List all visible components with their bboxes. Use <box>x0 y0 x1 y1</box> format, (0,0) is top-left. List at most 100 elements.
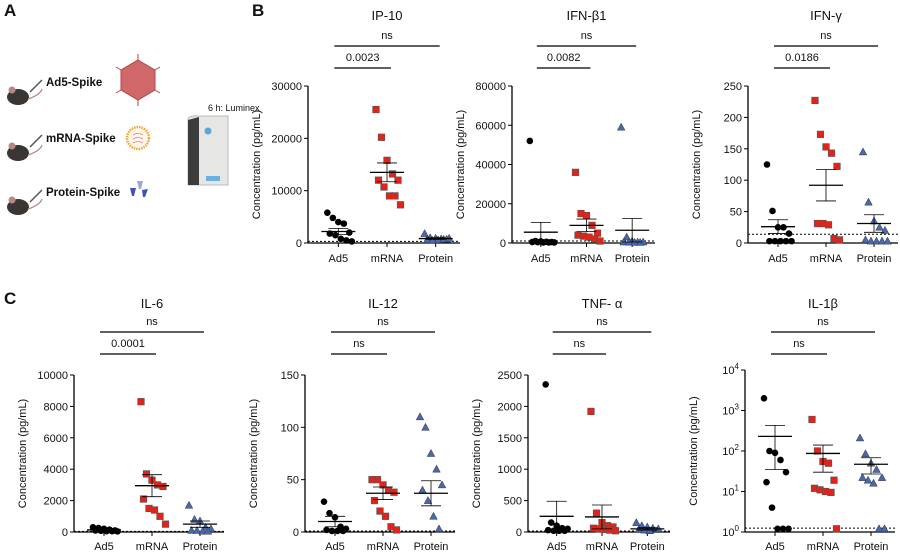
data-point-protein <box>861 235 870 244</box>
x-tick-label: Protein <box>615 253 650 265</box>
syringe-icon <box>29 79 43 93</box>
y-tick-label: 8000 <box>44 401 68 413</box>
data-point-ad5 <box>547 519 555 526</box>
data-point-mrna <box>396 201 405 209</box>
y-tick-label: 40000 <box>475 160 506 172</box>
y-tick-label: 100 <box>724 175 742 187</box>
data-point-mrna <box>808 415 816 424</box>
lipid-nanoparticle-icon <box>125 125 151 151</box>
data-point-protein <box>203 526 213 535</box>
y-tick-label: 102 <box>722 443 739 458</box>
syringe-icon <box>29 189 43 203</box>
chart-il-12: IL-12 0 50 100 150 Concentration (pg/mL) Ad5 mR… <box>248 296 455 553</box>
chart-ifn-1: IFN-β1 0 20000 40000 60000 80000 Concentration… <box>455 8 655 265</box>
y-tick-label: 2000 <box>44 496 68 508</box>
data-point-mrna <box>571 168 580 176</box>
x-tick-label: mRNA <box>570 253 603 265</box>
data-point-ad5 <box>779 525 787 533</box>
data-point-ad5 <box>320 498 328 505</box>
chart-title: IP-10 <box>371 8 402 23</box>
chart-title: TNF- α <box>582 296 623 311</box>
y-tick-label: 103 <box>722 403 739 418</box>
data-point-ad5 <box>782 237 790 245</box>
x-tick-label: Protein <box>630 541 665 553</box>
x-tick-label: Ad5 <box>768 253 788 265</box>
y-tick-label: 100 <box>722 524 739 539</box>
p-value-label: ns <box>381 30 393 42</box>
data-point-mrna <box>824 459 833 467</box>
data-point-ad5 <box>551 239 558 246</box>
data-point-protein <box>632 518 641 526</box>
data-point-ad5 <box>766 447 773 455</box>
data-point-mrna <box>827 149 836 157</box>
p-value-label: ns <box>353 338 365 350</box>
data-point-protein <box>864 197 873 206</box>
data-point-protein <box>423 496 433 504</box>
y-tick-label: 150 <box>724 144 742 156</box>
data-point-mrna <box>142 470 151 478</box>
data-point-protein <box>877 473 887 481</box>
y-axis-label: Concentration (pg/mL) <box>17 399 29 508</box>
data-point-ad5 <box>326 509 333 517</box>
data-point-ad5 <box>324 209 331 216</box>
data-point-ad5 <box>526 137 534 145</box>
data-point-ad5 <box>777 237 784 245</box>
y-axis-label: Concentration (pg/mL) <box>455 110 467 219</box>
data-point-ad5 <box>769 207 776 215</box>
x-tick-label: Protein <box>854 541 889 553</box>
data-point-ad5 <box>763 478 770 486</box>
data-point-protein <box>872 464 881 473</box>
x-tick-label: mRNA <box>586 541 619 553</box>
data-point-mrna <box>596 237 604 245</box>
data-point-mrna <box>139 495 148 503</box>
x-tick-label: mRNA <box>367 541 400 553</box>
data-point-mrna <box>832 525 841 533</box>
data-point-mrna <box>159 482 167 491</box>
data-point-protein <box>434 524 444 533</box>
data-point-ad5 <box>343 237 350 244</box>
x-tick-label: Protein <box>183 541 218 553</box>
x-tick-label: mRNA <box>136 541 169 553</box>
data-point-protein <box>858 473 867 481</box>
data-point-ad5 <box>348 238 356 245</box>
p-value-label: ns <box>793 338 805 350</box>
data-point-ad5 <box>760 395 768 402</box>
y-tick-label: 0 <box>736 238 742 250</box>
y-tick-label: 0 <box>62 527 68 539</box>
mouse-icon <box>7 142 43 161</box>
y-tick-label: 0 <box>296 238 302 250</box>
y-tick-label: 101 <box>722 484 739 499</box>
y-tick-label: 50 <box>287 475 299 487</box>
data-point-mrna <box>150 506 159 514</box>
y-axis-label: Concentration (pg/mL) <box>471 399 483 508</box>
y-tick-label: 150 <box>281 370 299 382</box>
data-point-protein <box>616 122 626 131</box>
chart-title: IFN-β1 <box>567 8 607 23</box>
data-point-protein <box>866 236 876 245</box>
data-point-protein <box>429 511 438 520</box>
spike-protein-icon <box>130 181 148 197</box>
x-tick-label: mRNA <box>371 253 404 265</box>
data-point-protein <box>877 236 887 245</box>
data-point-mrna <box>388 170 397 178</box>
data-point-protein <box>855 433 865 442</box>
data-point-ad5 <box>768 504 776 511</box>
data-point-ad5 <box>763 161 771 168</box>
x-tick-label: Ad5 <box>547 541 567 553</box>
schematic: Ad5-Spike mRNA-Spike Protein-Spike 6 h: … <box>7 54 260 215</box>
y-axis-label: Concentration (pg/mL) <box>248 399 260 508</box>
data-point-mrna <box>390 488 398 496</box>
data-point-protein <box>437 480 447 489</box>
y-tick-label: 6000 <box>44 433 68 445</box>
data-point-mrna <box>374 176 383 184</box>
data-point-protein <box>874 524 884 533</box>
data-point-mrna <box>833 162 841 170</box>
y-tick-label: 10000 <box>271 186 302 198</box>
syringe-icon <box>29 134 43 148</box>
data-point-ad5 <box>114 528 121 535</box>
data-point-mrna <box>137 398 145 406</box>
chart-title: IL-12 <box>368 296 398 311</box>
data-point-mrna <box>835 236 844 244</box>
data-point-ad5 <box>334 527 341 535</box>
chart-title: IL-1β <box>808 296 838 311</box>
